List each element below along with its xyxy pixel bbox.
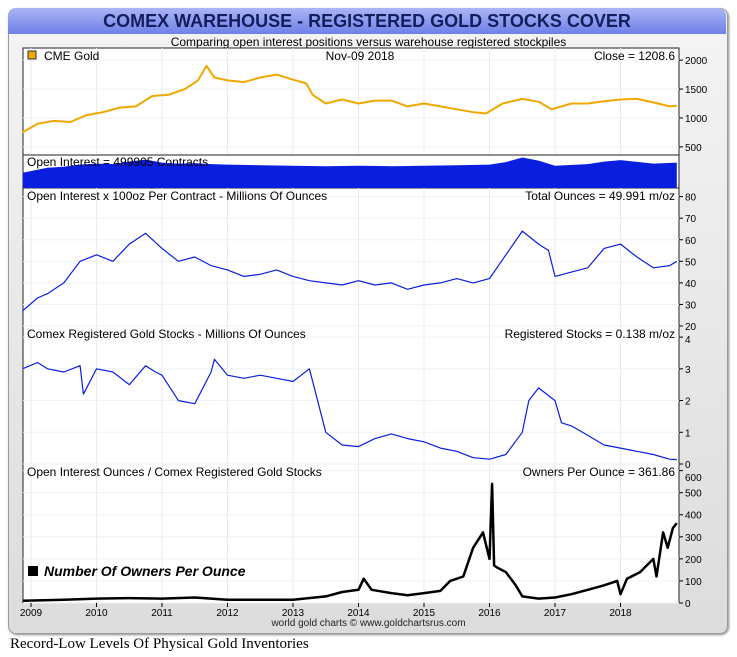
x-tick-label: 2015: [413, 608, 436, 619]
chart-footer: world gold charts © www.goldchartsrus.co…: [271, 618, 466, 629]
x-tick-label: 2011: [151, 608, 173, 619]
y-tick-label: 500: [685, 143, 702, 154]
y-tick-label: 400: [685, 511, 702, 522]
x-tick-label: 2010: [85, 608, 108, 619]
x-tick-label: 2018: [609, 608, 632, 619]
y-tick-label: 2: [685, 397, 691, 408]
y-tick-label: 3: [685, 365, 691, 376]
y-tick-label: 100: [685, 577, 702, 588]
y-tick-label: 1000: [685, 114, 708, 125]
x-tick-label: 2009: [20, 608, 43, 619]
x-tick-label: 2016: [478, 608, 501, 619]
y-tick-label: 500: [685, 489, 702, 500]
x-tick-label: 2012: [216, 608, 239, 619]
panel-5-background: [22, 463, 680, 604]
series-line-panel-4: [22, 358, 677, 461]
y-tick-label: 1500: [685, 85, 708, 96]
y-tick-label: 300: [685, 533, 702, 544]
y-tick-label: 80: [685, 193, 697, 204]
y-tick-label: 30: [685, 300, 697, 311]
y-tick-label: 40: [685, 279, 697, 290]
y-tick-label: 0: [685, 460, 691, 471]
chart-date: Nov-09 2018: [326, 49, 395, 63]
panel-label: Open Interest Ounces / Comex Registered …: [27, 465, 322, 479]
y-tick-label: 20: [685, 322, 697, 333]
panel-4-background: [22, 325, 680, 465]
y-tick-label: 200: [685, 555, 702, 566]
y-tick-label: 2000: [685, 56, 708, 67]
open-interest-label: Open Interest = 499905 Contracts: [27, 155, 208, 169]
x-tick-label: 2013: [282, 608, 305, 619]
panel-label: Open Interest x 100oz Per Contract - Mil…: [27, 189, 327, 203]
gold-legend-label: CME Gold: [44, 49, 99, 63]
title-bar: COMEX WAREHOUSE - REGISTERED GOLD STOCKS…: [8, 8, 726, 34]
chart-subtitle: Comparing open interest positions versus…: [170, 35, 567, 49]
panel-3-background: [22, 187, 680, 327]
panel-readout: Owners Per Ounce = 361.86: [523, 465, 676, 479]
y-tick-label: 0: [685, 599, 691, 610]
y-tick-label: 1: [685, 428, 691, 439]
x-tick-label: 2014: [347, 608, 370, 619]
open-interest-area: [22, 157, 677, 188]
owners-legend-swatch: [28, 566, 38, 576]
y-tick-label: 4: [685, 335, 691, 346]
chart-title: COMEX WAREHOUSE - REGISTERED GOLD STOCKS…: [103, 11, 631, 31]
series-line-panel-3: [22, 230, 678, 312]
gold-legend-swatch: [27, 50, 37, 60]
panel-readout: Registered Stocks = 0.138 m/oz: [505, 327, 675, 341]
y-tick-label: 50: [685, 257, 697, 268]
series-line-panel-1: [22, 64, 677, 134]
y-tick-label: 70: [685, 214, 697, 225]
panel-label: Comex Registered Gold Stocks - Millions …: [27, 327, 306, 341]
gold-close-readout: Close = 1208.6: [594, 49, 675, 63]
series-line-panel-5: [22, 482, 678, 603]
image-caption: Record-Low Levels Of Physical Gold Inven…: [10, 636, 309, 652]
x-tick-label: 2017: [544, 608, 567, 619]
y-tick-label: 60: [685, 236, 697, 247]
panel-readout: Total Ounces = 49.991 m/oz: [525, 189, 675, 203]
owners-legend-label: Number Of Owners Per Ounce: [44, 563, 246, 579]
y-tick-label: 600: [685, 473, 702, 484]
